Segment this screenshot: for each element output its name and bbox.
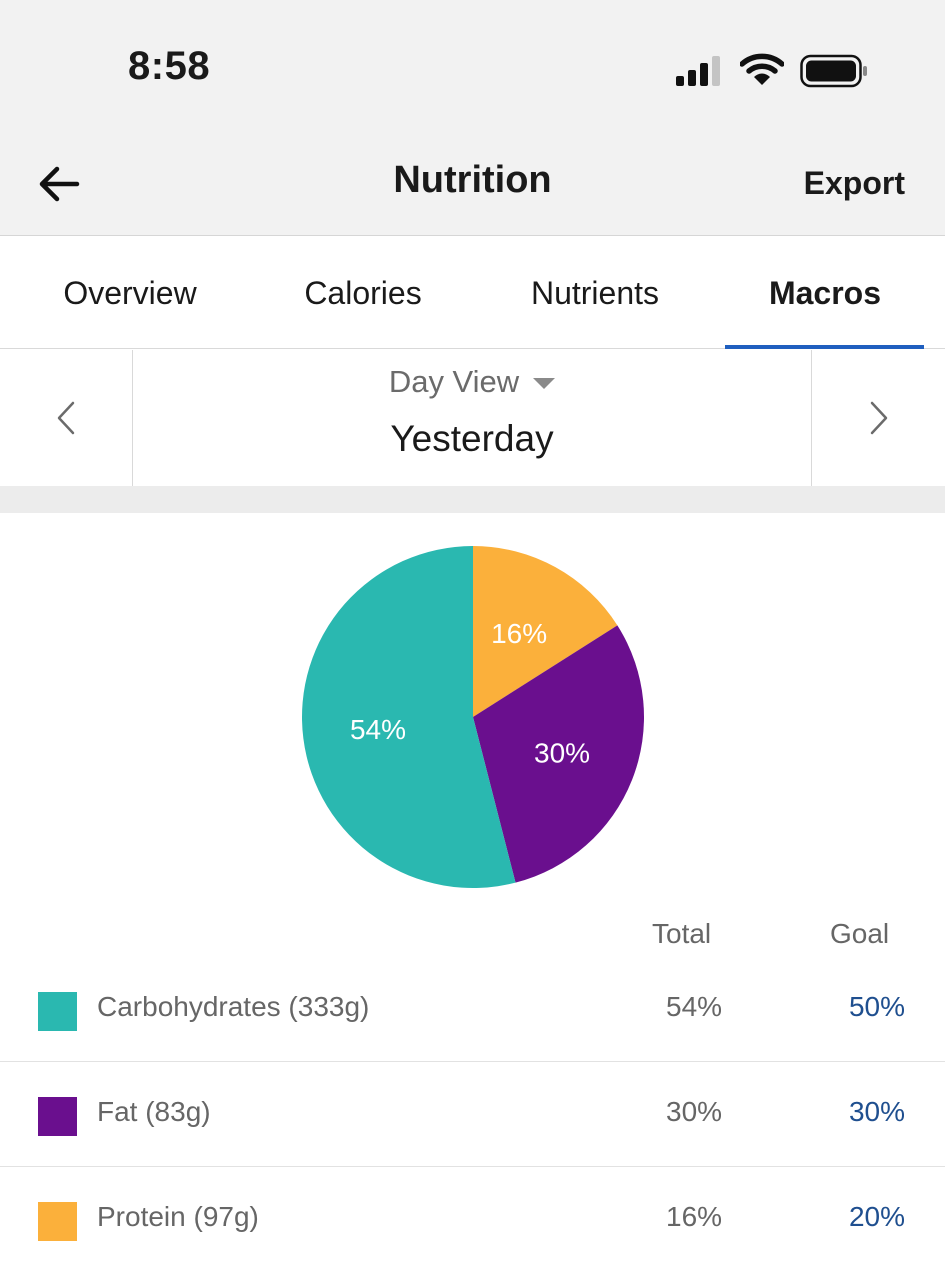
- section-divider: [0, 486, 945, 513]
- tab-calories[interactable]: Calories: [304, 274, 422, 311]
- battery-icon: [800, 54, 867, 88]
- macro-name: Carbohydrates (333g): [97, 991, 370, 1022]
- wifi-icon: [740, 53, 784, 85]
- back-button[interactable]: [30, 155, 88, 213]
- current-date-label: Yesterday: [390, 418, 554, 459]
- macro-total: 54%: [666, 991, 723, 1022]
- view-mode-label: Day View: [388, 364, 520, 399]
- arrow-left-icon: [39, 166, 80, 202]
- previous-day-button[interactable]: [0, 350, 133, 486]
- active-tab-indicator: [725, 345, 924, 349]
- caret-down-icon: [533, 377, 556, 389]
- macro-goal: 30%: [848, 1096, 905, 1127]
- cellular-signal-icon: [676, 56, 720, 86]
- macro-total: 30%: [666, 1096, 723, 1127]
- macro-name: Fat (83g): [97, 1096, 211, 1127]
- fat-color-swatch: [38, 1097, 77, 1136]
- view-mode-dropdown[interactable]: Day View: [134, 364, 810, 400]
- macro-row-fat: Fat (83g) 30% 30%: [0, 1062, 945, 1167]
- macro-name: Protein (97g): [97, 1201, 259, 1232]
- protein-color-swatch: [38, 1202, 77, 1241]
- macro-total: 16%: [666, 1201, 723, 1232]
- protein-slice: [473, 546, 618, 717]
- macro-goal: 20%: [848, 1201, 905, 1232]
- tab-bar: Overview Calories Nutrients Macros: [0, 237, 945, 349]
- date-selector: Day View Yesterday: [134, 350, 810, 486]
- export-button[interactable]: Export: [803, 165, 905, 201]
- status-bar: 8:58: [0, 0, 945, 135]
- next-day-button[interactable]: [811, 350, 945, 486]
- macro-row-carbohydrates: Carbohydrates (333g) 54% 50%: [0, 957, 945, 1062]
- macro-row-protein: Protein (97g) 16% 20%: [0, 1167, 945, 1272]
- macros-table-header: Total Goal: [0, 912, 945, 962]
- carbohydrates-color-swatch: [38, 992, 77, 1031]
- status-time: 8:58: [128, 44, 211, 88]
- macro-goal: 50%: [848, 991, 905, 1022]
- macros-pie-chart: 16% 30% 54%: [0, 513, 945, 908]
- tab-overview[interactable]: Overview: [63, 274, 197, 311]
- pie-slice-label: 16%: [491, 618, 547, 649]
- navigation-bar: Nutrition Export: [0, 135, 945, 236]
- chevron-left-icon: [57, 401, 75, 435]
- pie-slice-label: 54%: [350, 714, 406, 745]
- pie-chart-svg: 16% 30% 54%: [302, 546, 644, 888]
- page-title: Nutrition: [393, 159, 552, 201]
- fat-slice: [473, 625, 644, 883]
- pie-slice-label: 30%: [534, 737, 590, 768]
- carbohydrates-slice: [302, 546, 516, 888]
- chevron-right-icon: [870, 401, 887, 435]
- tab-macros[interactable]: Macros: [768, 274, 882, 311]
- goal-column-header: Goal: [830, 918, 890, 949]
- total-column-header: Total: [652, 918, 712, 949]
- tab-nutrients[interactable]: Nutrients: [530, 274, 660, 311]
- date-navigator: Day View Yesterday: [0, 350, 945, 486]
